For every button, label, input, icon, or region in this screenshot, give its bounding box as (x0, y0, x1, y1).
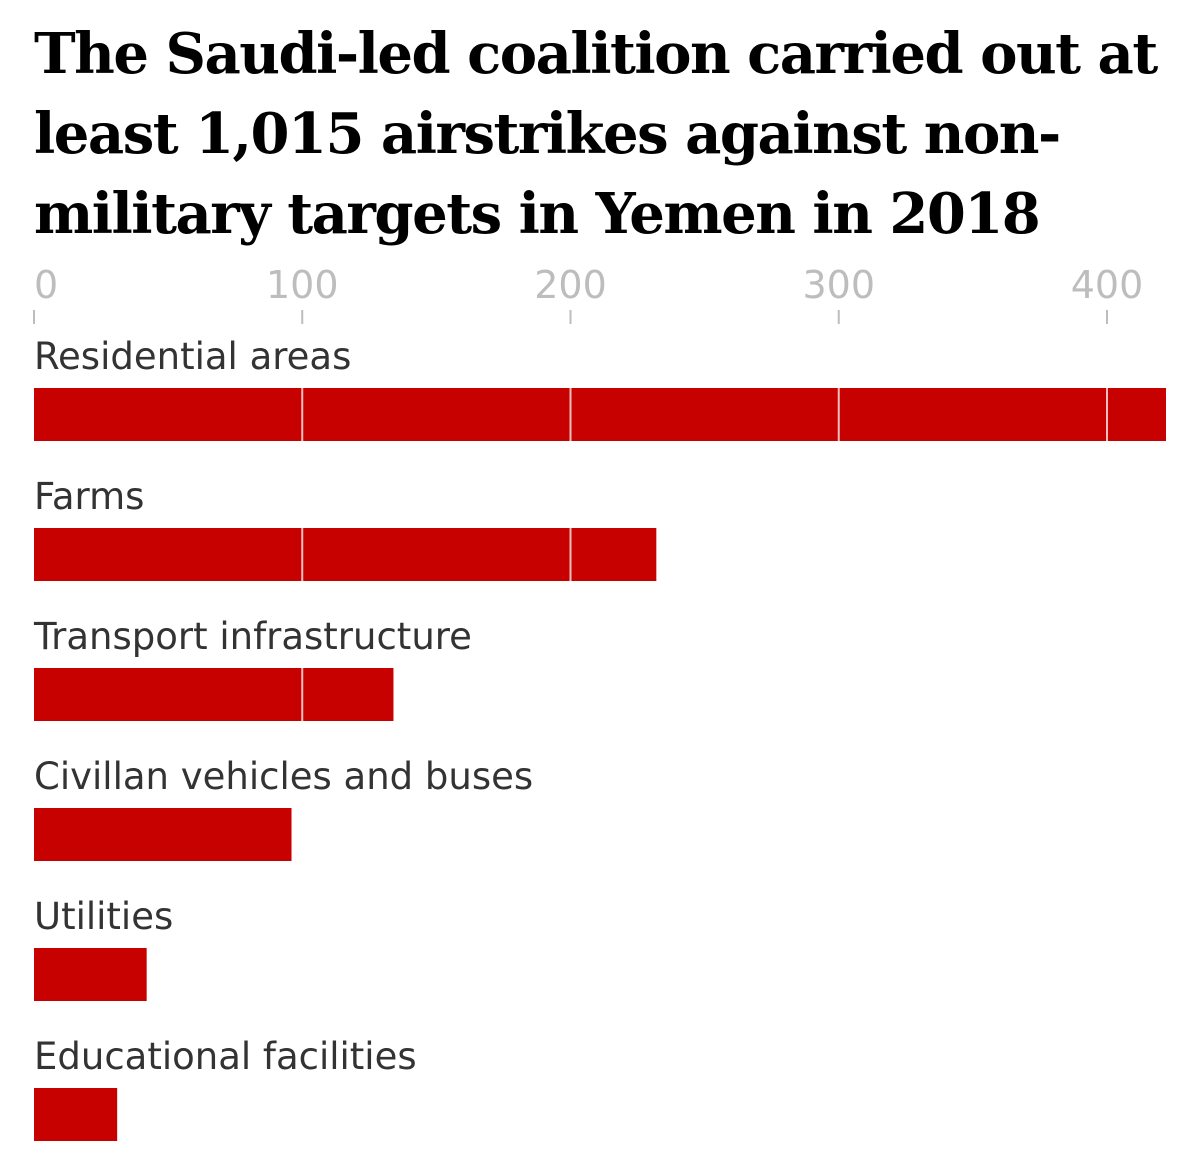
bar (34, 808, 292, 861)
x-tick-label: 300 (802, 263, 875, 307)
category-label: Educational facilities (34, 1035, 417, 1078)
x-tick-label: 400 (1071, 263, 1144, 307)
x-tick-label: 0 (34, 263, 58, 307)
bar-row: Transport infrastructure (33, 615, 472, 721)
category-label: Transport infrastructure (33, 615, 472, 658)
bar (34, 668, 394, 721)
bar (34, 528, 657, 581)
category-label: Utilities (34, 895, 173, 938)
chart-title: The Saudi-led coalition carried out at l… (34, 21, 1158, 247)
x-tick-label: 200 (534, 263, 607, 307)
bar-row: Civillan vehicles and buses (34, 755, 533, 861)
bar-rows: Residential areas Farms Transport infrastr… (33, 335, 1166, 1141)
category-label: Farms (34, 475, 144, 518)
x-tick-label: 100 (266, 263, 339, 307)
bar-row: Educational facilities (34, 1035, 417, 1141)
x-axis: 0 100 200 300 400 (33, 263, 1144, 324)
bar-row: Utilities (34, 895, 173, 1001)
bar-row: Residential areas (34, 335, 1166, 441)
bar-row: Farms (34, 475, 657, 581)
bar (34, 948, 147, 1001)
category-label: Residential areas (34, 335, 351, 378)
category-label: Civillan vehicles and buses (34, 755, 533, 798)
bar (34, 1088, 118, 1141)
bar (34, 388, 1166, 441)
